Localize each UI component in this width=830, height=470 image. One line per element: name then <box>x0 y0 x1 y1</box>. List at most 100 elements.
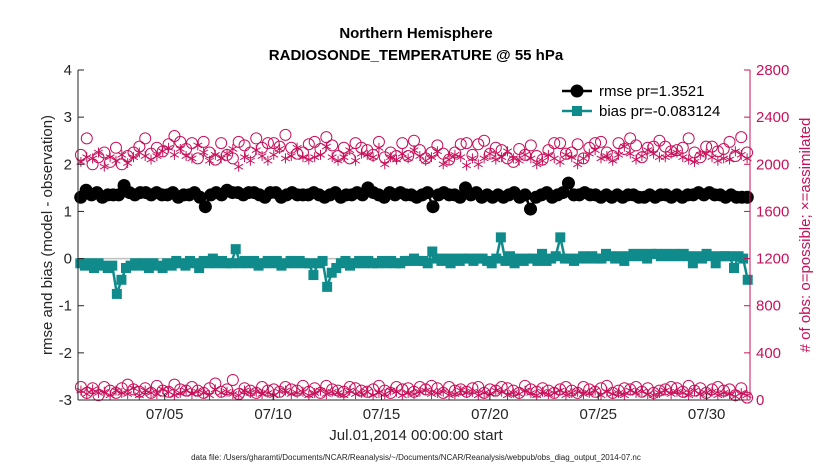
obs-assimilated-marker <box>403 387 413 398</box>
obs-assimilated-marker <box>222 386 232 397</box>
asterisk-stroke <box>362 151 372 158</box>
asterisk-stroke <box>450 151 460 158</box>
obs-assimilated-marker <box>304 390 314 401</box>
obs-assimilated-marker <box>619 141 629 152</box>
asterisk-stroke <box>444 156 454 163</box>
obs-assimilated-marker <box>625 148 635 159</box>
asterisk-stroke <box>263 157 273 164</box>
asterisk-stroke <box>421 157 431 164</box>
obs-possible-marker <box>109 141 122 154</box>
y2-tick-label: 2400 <box>756 109 789 126</box>
obs-assimilated-marker <box>672 147 682 158</box>
rmse-point <box>524 202 538 216</box>
asterisk-stroke <box>403 389 413 396</box>
obs-assimilated-marker <box>438 159 448 170</box>
obs-assimilated-marker <box>163 142 174 153</box>
asterisk-stroke <box>128 385 139 392</box>
obs-assimilated-marker <box>152 151 162 162</box>
obs-assimilated-marker <box>537 155 548 166</box>
asterisk-stroke <box>672 149 682 156</box>
bias-point <box>724 251 735 262</box>
x-axis-ticks: 07/05 07/10 07/15 07/20 07/25 07/30 <box>146 394 725 423</box>
obs-assimilated-marker <box>573 159 583 170</box>
asterisk-stroke <box>204 392 215 399</box>
asterisk-stroke <box>304 392 314 399</box>
asterisk-stroke <box>713 392 723 399</box>
obs-possible-marker <box>308 135 321 148</box>
asterisk-stroke <box>578 155 589 162</box>
asterisk-stroke <box>175 389 185 396</box>
asterisk-stroke <box>111 157 121 164</box>
asterisk-stroke <box>719 155 729 162</box>
obs-assimilated-marker <box>526 153 536 164</box>
obs-assimilated-marker <box>257 151 267 162</box>
obs-possible-marker <box>80 132 93 145</box>
obs-assimilated-marker <box>602 386 612 397</box>
y-axis-ticks: -3 -2 -1 0 1 2 3 4 <box>59 62 84 409</box>
obs-assimilated-marker <box>678 387 688 398</box>
obs-assimilated-marker <box>199 387 209 398</box>
asterisk-stroke <box>637 153 647 159</box>
bias-point <box>491 253 502 264</box>
asterisk-stroke <box>245 389 255 396</box>
obs-possible-marker <box>250 132 263 145</box>
obs-possible-marker <box>624 132 637 145</box>
asterisk-stroke <box>163 144 174 151</box>
asterisk-stroke <box>199 389 209 396</box>
obs-assimilated-marker <box>602 151 612 162</box>
legend-rmse-marker <box>570 84 584 98</box>
chart-subtitle: RADIOSONDE_TEMPERATURE @ 55 hPa <box>269 47 564 64</box>
obs-assimilated-marker <box>263 387 273 398</box>
obs-assimilated-marker <box>82 389 92 400</box>
obs-assimilated-marker <box>327 386 337 397</box>
asterisk-stroke <box>567 389 577 396</box>
asterisk-stroke <box>187 391 197 398</box>
asterisk-stroke <box>228 391 238 398</box>
obs-assimilated-marker <box>497 152 507 163</box>
obs-assimilated-marker <box>555 156 565 167</box>
asterisk-stroke <box>368 392 378 399</box>
obs-assimilated-marker <box>485 148 495 159</box>
asterisk-stroke <box>239 387 250 394</box>
obs-possible-marker <box>630 139 643 152</box>
asterisk-stroke <box>432 389 442 396</box>
asterisk-stroke <box>514 157 524 164</box>
asterisk-stroke <box>368 154 378 161</box>
obs-assimilated-marker <box>444 154 454 165</box>
obs-assimilated-marker <box>321 141 331 152</box>
obs-assimilated-marker <box>573 386 583 397</box>
asterisk-stroke <box>514 391 524 398</box>
asterisk-stroke <box>169 392 179 399</box>
asterisk-stroke <box>613 389 624 396</box>
asterisk-stroke <box>93 149 104 156</box>
bias-point <box>710 258 721 269</box>
asterisk-stroke <box>82 391 92 398</box>
obs-assimilated-marker <box>695 389 705 400</box>
obs-assimilated-marker <box>286 389 296 400</box>
obs-assimilated-marker <box>672 386 682 397</box>
asterisk-stroke <box>257 153 267 159</box>
obs-assimilated-marker <box>736 387 746 398</box>
rmse-point <box>198 200 212 214</box>
obs-assimilated-marker <box>386 152 396 163</box>
asterisk-stroke <box>695 151 705 158</box>
bias-point <box>742 274 753 285</box>
asterisk-stroke <box>123 391 133 398</box>
asterisk-stroke <box>269 151 279 158</box>
obs-assimilated-marker <box>368 152 378 163</box>
asterisk-stroke <box>199 149 209 156</box>
bias-point <box>303 258 314 269</box>
legend: rmse pr=1.3521 bias pr=-0.083124 <box>562 83 720 120</box>
obs-assimilated-marker <box>555 385 565 396</box>
asterisk-stroke <box>485 150 495 157</box>
obs-assimilated-marker <box>567 387 577 398</box>
obs-assimilated-marker <box>608 155 618 166</box>
obs-possible-marker <box>139 132 152 145</box>
asterisk-stroke <box>666 150 676 157</box>
asterisk-stroke <box>719 389 729 396</box>
asterisk-stroke <box>310 154 320 161</box>
obs-assimilated-marker <box>93 387 104 398</box>
obs-assimilated-marker <box>169 390 179 401</box>
obs-possible-marker <box>723 135 736 148</box>
obs-assimilated-marker <box>128 152 139 163</box>
